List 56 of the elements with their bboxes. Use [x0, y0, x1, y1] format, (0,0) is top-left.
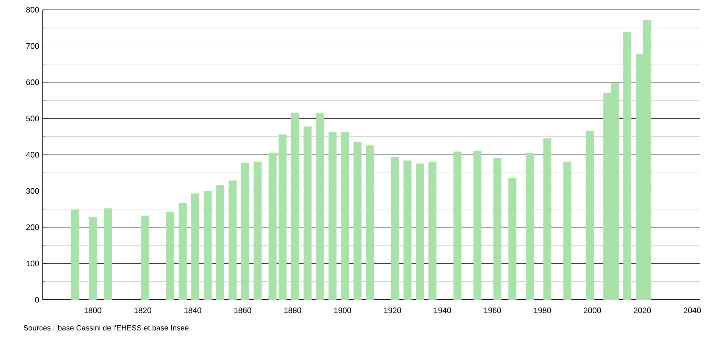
bar	[391, 158, 400, 300]
bar	[474, 151, 482, 300]
y-tick-label: 700	[26, 43, 40, 50]
bar	[366, 146, 374, 300]
bar	[494, 158, 502, 300]
x-tick-label: 2020	[634, 308, 652, 314]
x-tick-label: 1880	[284, 308, 302, 314]
bar	[564, 162, 572, 300]
bar	[228, 180, 237, 300]
y-tick-label: 500	[26, 116, 40, 122]
bar	[71, 210, 80, 300]
bar	[166, 212, 174, 300]
bar	[241, 162, 250, 300]
bar	[141, 216, 150, 300]
x-tick-label: 1840	[184, 308, 202, 314]
bar	[416, 164, 424, 300]
bar	[191, 194, 200, 300]
y-tick-label: 200	[26, 224, 40, 230]
bar	[428, 162, 437, 300]
bar	[178, 203, 187, 300]
x-tick-label: 1920	[384, 308, 402, 314]
bar	[88, 217, 97, 300]
bar	[586, 131, 594, 300]
y-tick-label: 0	[35, 297, 40, 303]
bar	[404, 160, 412, 300]
bar	[508, 178, 517, 300]
bar	[268, 152, 277, 300]
x-tick-label: 1980	[534, 308, 552, 314]
bar	[341, 132, 350, 300]
y-tick-label: 600	[26, 80, 40, 86]
bar	[328, 132, 337, 300]
bar	[104, 208, 112, 300]
bar	[454, 152, 462, 300]
bar	[354, 142, 362, 300]
y-tick-label: 400	[26, 152, 40, 158]
y-tick-label: 800	[26, 7, 40, 13]
y-tick-label: 300	[26, 188, 40, 194]
x-tick-label: 1960	[484, 308, 502, 314]
x-tick-label: 2040	[684, 308, 702, 314]
bar	[278, 134, 287, 300]
x-tick-label: 1800	[84, 308, 102, 314]
bar	[204, 191, 212, 300]
bar	[291, 112, 300, 300]
x-tick-label: 2000	[584, 308, 602, 314]
bar	[526, 154, 534, 300]
bar	[316, 114, 324, 300]
bar	[216, 185, 224, 300]
x-tick-label: 1860	[234, 308, 252, 314]
y-tick-label: 100	[26, 260, 40, 267]
bar	[254, 162, 262, 300]
x-tick-label: 1900	[334, 308, 352, 314]
bar	[304, 126, 312, 300]
bar	[544, 138, 552, 300]
x-tick-label: 1940	[434, 308, 452, 314]
bar	[624, 32, 632, 300]
x-tick-label: 1820	[134, 308, 152, 314]
